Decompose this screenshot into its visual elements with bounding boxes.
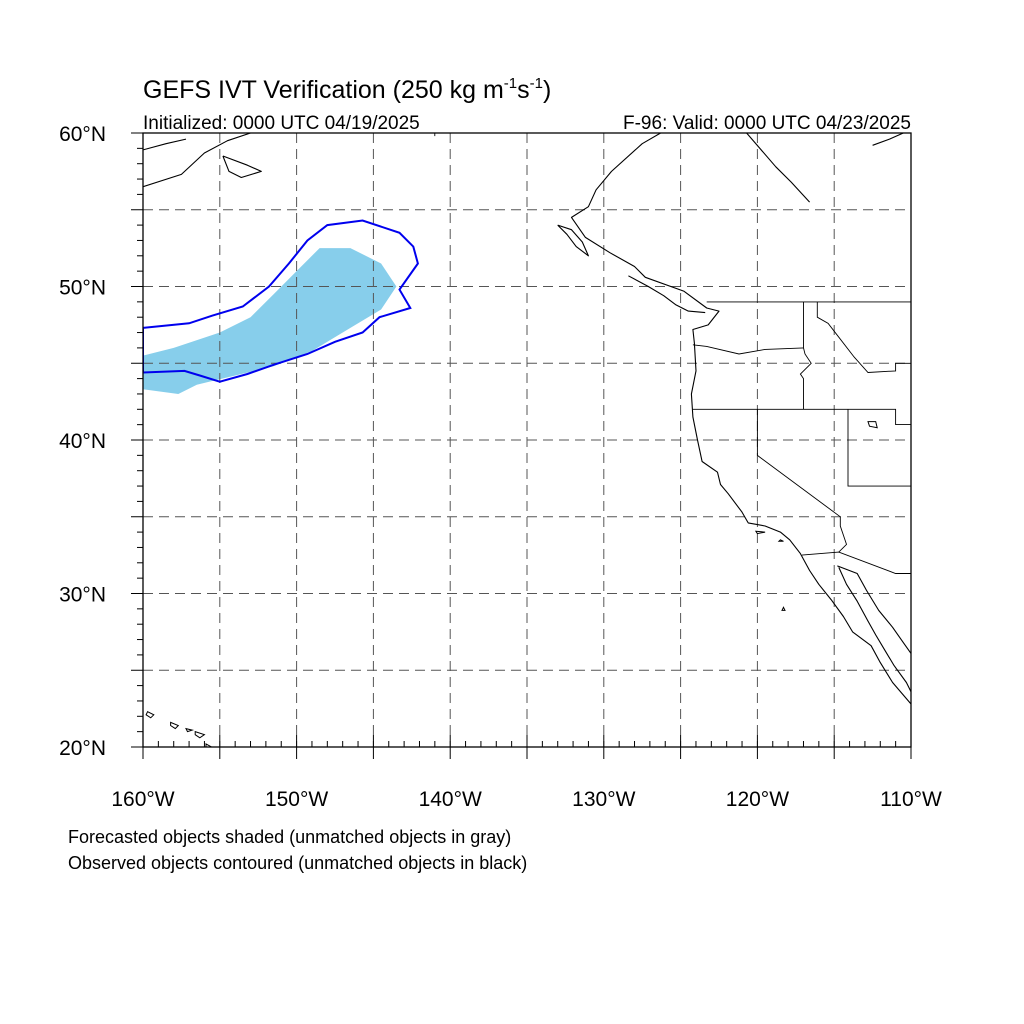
- island-outline: [867, 421, 878, 429]
- island-outline: [194, 730, 206, 739]
- political-border: [692, 408, 911, 426]
- political-border: [756, 409, 841, 518]
- political-border: [838, 516, 848, 553]
- island-outline: [777, 539, 784, 542]
- coastline: [570, 133, 911, 705]
- lat-tick-label: 30°N: [59, 584, 106, 607]
- island-outline: [781, 606, 786, 611]
- forecast-objects-layer: [143, 248, 397, 394]
- coastline: [837, 565, 911, 654]
- forecast-object-shading: [143, 248, 397, 394]
- lon-tick-label: 120°W: [726, 788, 789, 811]
- coastline: [746, 133, 811, 203]
- island-outline: [754, 530, 766, 535]
- lat-lon-grid: [143, 133, 911, 747]
- lat-tick-label: 20°N: [59, 737, 106, 760]
- coastline: [628, 275, 706, 314]
- observed-legend-note: Observed objects contoured (unmatched ob…: [68, 853, 528, 873]
- lat-tick-label: 50°N: [59, 277, 106, 300]
- political-border: [847, 409, 911, 487]
- lat-tick-label: 60°N: [59, 123, 106, 146]
- political-border: [692, 344, 804, 355]
- political-borders-layer: [434, 133, 911, 574]
- island-outline: [170, 721, 180, 730]
- political-border: [799, 301, 812, 410]
- lon-tick-label: 140°W: [419, 788, 482, 811]
- forecast-legend-note: Forecasted objects shaded (unmatched obj…: [68, 827, 512, 847]
- island-outline: [205, 743, 213, 747]
- initialized-label: Initialized: 0000 UTC 04/19/2025: [143, 113, 420, 134]
- plot-title: GEFS IVT Verification (250 kg m-1s-1): [143, 75, 551, 104]
- lat-tick-label: 40°N: [59, 430, 106, 453]
- observed-object-contour: [143, 219, 419, 383]
- lon-tick-label: 130°W: [572, 788, 635, 811]
- axis-tick-labels: 60°N 50°N 40°N 30°N 20°N 160°W 150°W 140°W 130°W…: [59, 123, 942, 811]
- coastline: [143, 133, 251, 188]
- valid-time-label: F-96: Valid: 0000 UTC 04/23/2025: [623, 113, 911, 134]
- coastlines-layer: [143, 133, 911, 747]
- coastline: [143, 138, 187, 151]
- island-outline: [145, 711, 155, 719]
- lon-tick-label: 110°W: [880, 788, 942, 811]
- coastline: [222, 155, 262, 179]
- lon-tick-label: 160°W: [111, 788, 174, 811]
- political-border: [816, 301, 911, 373]
- observed-objects-layer: [143, 219, 419, 383]
- island-outline: [185, 727, 195, 733]
- coastline: [838, 567, 911, 692]
- coastline: [557, 224, 589, 257]
- axis-ticks: [131, 132, 912, 759]
- lon-tick-label: 150°W: [265, 788, 328, 811]
- political-border: [801, 551, 911, 574]
- coastline: [872, 133, 904, 146]
